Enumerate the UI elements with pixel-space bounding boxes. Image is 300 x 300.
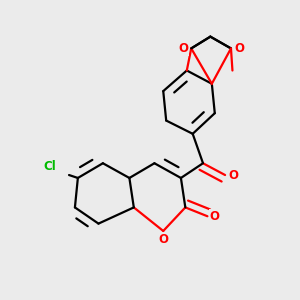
Text: O: O <box>228 169 238 182</box>
Text: O: O <box>234 42 244 55</box>
Text: O: O <box>210 210 220 223</box>
Text: Cl: Cl <box>44 160 56 173</box>
Text: O: O <box>158 233 168 246</box>
Text: O: O <box>178 42 188 55</box>
